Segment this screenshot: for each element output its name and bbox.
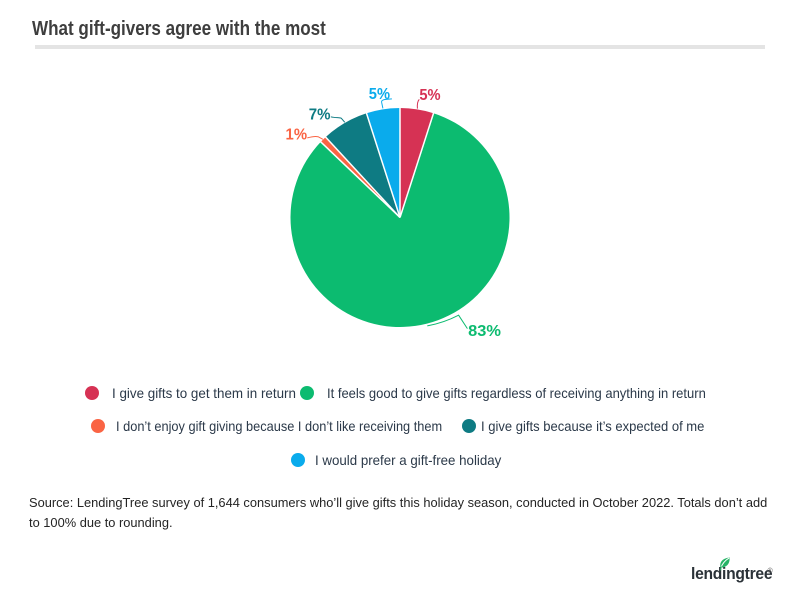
svg-text:1%: 1% — [286, 127, 308, 144]
svg-text:7%: 7% — [309, 107, 331, 124]
svg-text:5%: 5% — [369, 86, 390, 103]
svg-text:83%: 83% — [468, 323, 501, 340]
svg-text:5%: 5% — [419, 87, 440, 104]
